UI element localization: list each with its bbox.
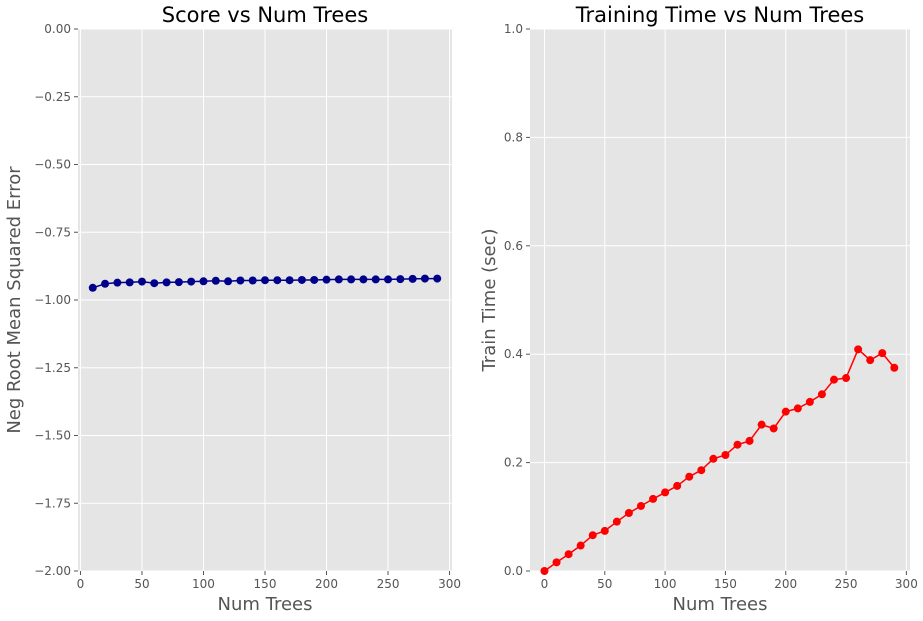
data-point <box>273 276 282 285</box>
data-point <box>285 276 294 285</box>
data-point <box>371 275 380 284</box>
data-point <box>564 550 573 559</box>
x-tick-label: 50 <box>597 577 612 591</box>
data-point <box>878 349 887 358</box>
data-point <box>890 363 899 372</box>
x-tick-label: 100 <box>654 577 677 591</box>
data-point <box>661 488 670 497</box>
y-tick-label: −1.50 <box>34 429 71 443</box>
data-point <box>757 420 766 429</box>
data-point <box>174 278 183 287</box>
data-point <box>552 558 561 567</box>
data-point <box>297 275 306 284</box>
data-point <box>624 509 633 518</box>
data-point <box>745 436 754 445</box>
y-axis-label: Train Time (sec) <box>479 228 500 372</box>
data-point <box>384 275 393 284</box>
x-tick-label: 150 <box>714 577 737 591</box>
y-tick-label: −0.25 <box>34 90 71 104</box>
data-point <box>322 275 331 284</box>
data-point <box>781 407 790 416</box>
data-point <box>187 277 196 286</box>
data-point <box>248 276 257 285</box>
y-tick-label: 0.8 <box>504 130 523 144</box>
y-axis-label: Neg Root Mean Squared Error <box>4 166 25 434</box>
chart-title: Training Time vs Num Trees <box>575 3 865 27</box>
y-tick-label: 0.4 <box>504 347 523 361</box>
data-point <box>150 279 159 288</box>
x-tick-label: 250 <box>377 577 400 591</box>
data-point <box>854 345 863 354</box>
data-point <box>540 567 549 575</box>
data-point <box>842 374 851 383</box>
x-axis-label: Num Trees <box>672 594 767 615</box>
y-tick-label: −0.50 <box>34 158 71 172</box>
x-axis-label: Num Trees <box>217 594 312 615</box>
x-tick-label: 200 <box>315 577 338 591</box>
data-point <box>600 526 609 535</box>
plot-area <box>530 29 910 571</box>
data-point <box>733 440 742 449</box>
data-point <box>588 531 597 540</box>
data-point <box>211 276 220 285</box>
y-tick-label: −1.25 <box>34 361 71 375</box>
data-point <box>310 275 319 284</box>
data-point <box>649 494 658 503</box>
x-tick-label: 100 <box>192 577 215 591</box>
data-point <box>88 283 97 292</box>
x-tick-label: 200 <box>774 577 797 591</box>
data-point <box>236 276 245 285</box>
data-point <box>199 277 208 286</box>
data-point <box>347 275 356 284</box>
y-tick-label: −1.00 <box>34 293 71 307</box>
data-point <box>408 274 417 283</box>
data-point <box>636 501 645 510</box>
data-point <box>113 278 122 287</box>
x-tick-label: 250 <box>835 577 858 591</box>
x-tick-label: 150 <box>254 577 277 591</box>
y-tick-label: 1.0 <box>504 22 523 36</box>
x-tick-label: 50 <box>134 577 149 591</box>
training-time-chart: 0.0 0.2 0.4 0.6 0.8 1.0 0 50 100 150 200 250 300 Trai… <box>479 3 918 615</box>
data-point <box>224 277 233 286</box>
score-chart: 0.00 −0.25 −0.50 −0.75 −1.00 −1.25 −1.50 −1.75 −… <box>4 3 461 615</box>
y-tick-label: 0.0 <box>504 564 523 578</box>
data-point <box>673 481 682 490</box>
data-point <box>709 454 718 463</box>
chart-title: Score vs Num Trees <box>162 3 368 27</box>
data-point <box>612 517 621 526</box>
y-tick-label: −1.75 <box>34 496 71 510</box>
data-point <box>769 424 778 433</box>
data-point <box>359 275 368 284</box>
data-point <box>334 275 343 284</box>
y-tick-label: −0.75 <box>34 225 71 239</box>
x-tick-label: 300 <box>895 577 918 591</box>
data-point <box>396 275 405 284</box>
data-point <box>793 404 802 413</box>
x-tick-label: 0 <box>77 577 85 591</box>
x-tick-label: 300 <box>438 577 461 591</box>
data-point <box>817 390 826 399</box>
data-point <box>420 274 429 283</box>
data-point <box>101 279 110 288</box>
data-point <box>137 277 146 286</box>
data-point <box>805 397 814 406</box>
data-point <box>576 541 585 550</box>
y-tick-label: −2.00 <box>34 564 71 578</box>
data-point <box>721 451 730 460</box>
data-point <box>162 278 171 287</box>
data-point <box>830 375 838 384</box>
data-point <box>866 356 875 365</box>
x-tick-label: 0 <box>541 577 549 591</box>
y-tick-label: 0.6 <box>504 239 523 253</box>
y-tick-label: 0.00 <box>44 22 71 36</box>
data-point <box>261 276 269 285</box>
data-point <box>697 466 706 475</box>
y-tick-label: 0.2 <box>504 456 523 470</box>
data-point <box>685 472 694 481</box>
data-point <box>125 278 134 287</box>
data-point <box>433 274 442 283</box>
